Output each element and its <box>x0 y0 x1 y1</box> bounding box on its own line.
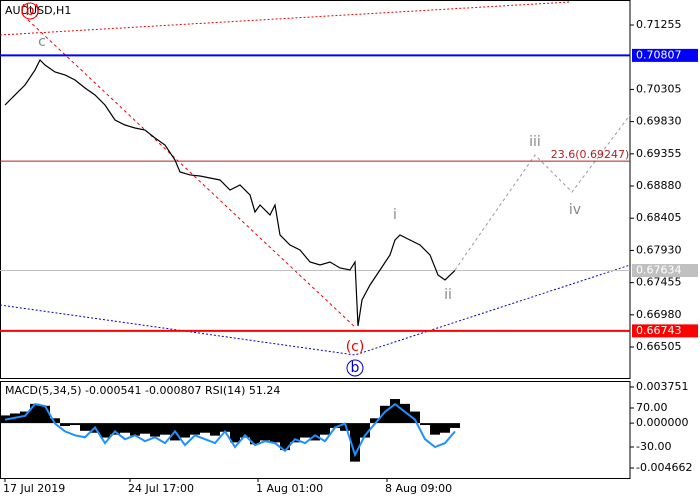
wave-label: (b) <box>20 3 40 19</box>
y-tick-label: 0.68405 <box>636 211 682 224</box>
histogram-bar <box>210 423 220 436</box>
histogram-bar <box>400 403 410 424</box>
wave-label: i <box>393 207 397 223</box>
histogram-bar <box>340 423 350 431</box>
histogram-bar <box>160 423 170 435</box>
histogram-bar <box>300 423 310 438</box>
y2-tick-label: -30.00 <box>636 440 671 453</box>
y-tick-label: 0.66505 <box>636 340 682 353</box>
y-tick-label: 0.003751 <box>636 380 689 393</box>
histogram-bar <box>450 423 460 428</box>
level-tag <box>632 324 698 338</box>
y-tick-label: 0.71255 <box>636 18 682 31</box>
forecast-line <box>454 114 631 271</box>
histogram-bar <box>260 423 270 441</box>
level-label: 0.66743 <box>636 324 682 337</box>
histogram-bar <box>360 423 370 438</box>
y-tick-label: -0.004662 <box>636 461 692 474</box>
histogram-bar <box>180 423 190 438</box>
y-tick-label: 0.70305 <box>636 82 682 95</box>
trend-line <box>0 1 571 36</box>
wave-circle <box>21 2 39 20</box>
histogram-bar <box>430 423 440 435</box>
level-tag <box>632 48 698 62</box>
histogram-bar <box>60 423 70 427</box>
histogram-bar <box>350 423 360 462</box>
histogram-bar <box>200 423 210 433</box>
y-tick-label: 0.69830 <box>636 115 682 128</box>
histogram-bar <box>380 405 390 424</box>
histogram-bar <box>320 423 330 435</box>
histogram-bar <box>140 423 150 434</box>
level-label: 0.67634 <box>636 263 682 276</box>
wave-line <box>27 19 357 329</box>
histogram-bar <box>280 423 290 451</box>
histogram-bar <box>70 423 80 426</box>
histogram-bar <box>240 423 250 438</box>
level-tag <box>632 263 698 277</box>
histogram-bar <box>330 423 340 428</box>
histogram-bar <box>20 411 30 424</box>
price-frame <box>0 0 631 379</box>
x-tick-label: 8 Aug 09:00 <box>385 482 452 495</box>
y-tick-label: 0.000000 <box>636 416 689 429</box>
wave-label: 23.6(0.69247) <box>551 148 630 161</box>
wave-label: iii <box>529 134 541 150</box>
wave-label: iv <box>569 202 581 218</box>
x-tick-label: 17 Jul 2019 <box>3 482 65 495</box>
wave-circle <box>346 359 364 377</box>
histogram-bar <box>230 423 240 443</box>
histogram-bar <box>220 423 230 432</box>
x-tick-label: 1 Aug 01:00 <box>256 482 323 495</box>
histogram-bar <box>40 405 50 424</box>
indicator-title: MACD(5,34,5) -0.000541 -0.000807 RSI(14)… <box>5 384 280 397</box>
wave-label: (c) <box>346 339 365 355</box>
histogram-bar <box>190 423 200 435</box>
histogram-bar <box>270 423 280 443</box>
histogram-bar <box>110 423 120 435</box>
histogram-bar <box>50 418 60 424</box>
histogram-bar <box>130 423 140 436</box>
histogram-bar <box>440 423 450 433</box>
histogram-bar <box>290 423 300 443</box>
y-tick-label: 0.68880 <box>636 179 682 192</box>
y-tick-label: 0.67455 <box>636 276 682 289</box>
histogram-bar <box>80 423 90 431</box>
y-tick-label: 0.69355 <box>636 147 682 160</box>
indicator-frame <box>0 381 631 479</box>
wave-label: c <box>38 34 46 50</box>
wave-label: ii <box>444 287 452 303</box>
series-line <box>4 402 456 458</box>
wave-label: b <box>351 360 360 376</box>
series-line <box>4 58 456 327</box>
y-tick-label: 0.66980 <box>636 308 682 321</box>
histogram-bar <box>370 418 380 424</box>
histogram-bar <box>100 423 110 438</box>
histogram-bar <box>390 399 400 424</box>
level-label: 0.70807 <box>636 48 682 61</box>
histogram-bar <box>310 423 320 441</box>
histogram-bar <box>150 423 160 437</box>
histogram-bar <box>30 403 40 424</box>
x-tick-label: 24 Jul 17:00 <box>128 482 194 495</box>
histogram-bar <box>250 423 260 445</box>
histogram-bar <box>410 411 420 424</box>
y2-tick-label: 70.00 <box>636 401 668 414</box>
y-tick-label: 0.67930 <box>636 243 682 256</box>
histogram-bar <box>120 423 130 433</box>
histogram-bar <box>420 423 430 426</box>
